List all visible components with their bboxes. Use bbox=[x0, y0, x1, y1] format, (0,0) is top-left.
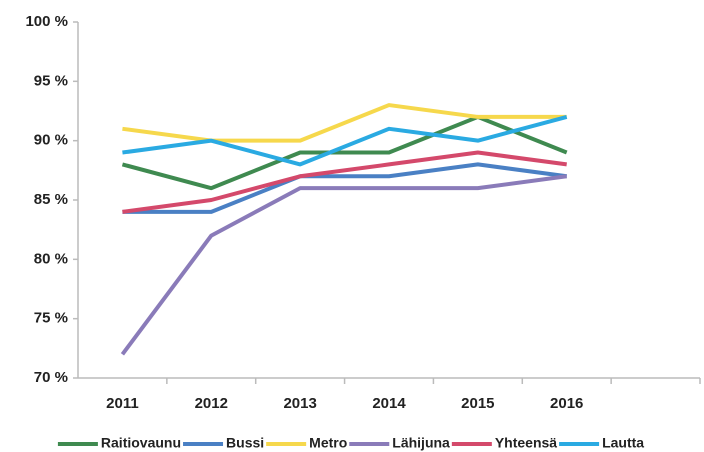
x-tick-label: 2011 bbox=[106, 395, 139, 412]
legend-label: Lautta bbox=[602, 435, 644, 451]
x-tick-label: 2015 bbox=[461, 395, 494, 412]
x-tick-label: 2016 bbox=[550, 395, 583, 412]
y-tick-label: 85 % bbox=[34, 191, 68, 208]
y-tick-label: 95 % bbox=[34, 72, 68, 89]
y-tick-label: 80 % bbox=[34, 250, 68, 267]
x-tick-label: 2012 bbox=[195, 395, 228, 412]
series-line bbox=[122, 115, 568, 167]
x-tick-label: 2014 bbox=[372, 395, 406, 412]
y-tick-label: 90 % bbox=[34, 132, 68, 149]
legend-label: Bussi bbox=[226, 435, 264, 451]
y-tick-label: 75 % bbox=[34, 310, 68, 327]
legend-label: Raitiovaunu bbox=[101, 435, 181, 451]
y-tick-label: 100 % bbox=[25, 13, 68, 30]
series-line bbox=[122, 150, 567, 214]
x-tick-label: 2013 bbox=[283, 395, 316, 412]
legend-label: Metro bbox=[309, 435, 347, 451]
legend-label: Yhteensä bbox=[495, 435, 557, 451]
series-line bbox=[121, 114, 568, 191]
series-line bbox=[120, 174, 567, 356]
series-line bbox=[122, 162, 567, 214]
legend-label: Lähijuna bbox=[392, 435, 450, 451]
y-tick-label: 70 % bbox=[34, 369, 68, 386]
series-line bbox=[122, 103, 567, 143]
